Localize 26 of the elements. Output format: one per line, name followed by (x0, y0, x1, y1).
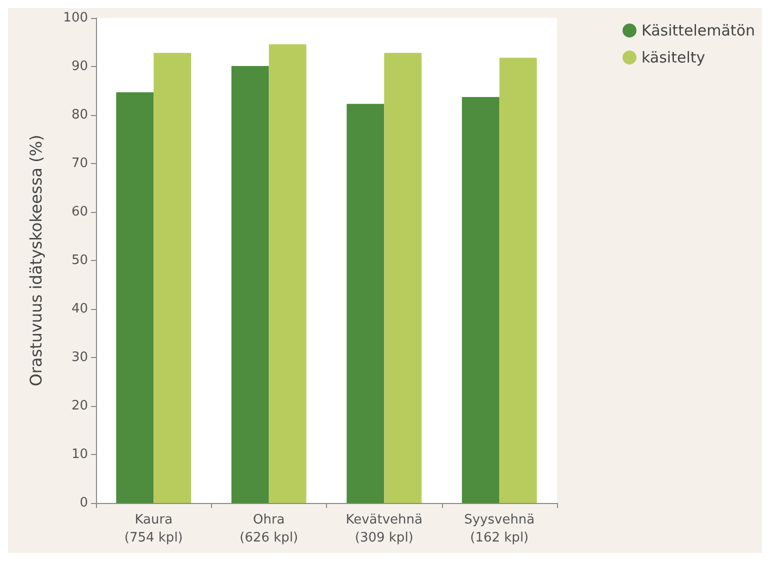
y-tick-label: 40 (71, 302, 88, 316)
bar (231, 66, 269, 503)
y-tick-label: 20 (71, 398, 88, 414)
bar (346, 104, 384, 503)
y-tick-label: 100 (63, 10, 88, 26)
y-axis-title: Orastuvuus idätyskokeessa (%) (26, 134, 46, 386)
bar (462, 97, 500, 503)
y-tick-label: 60 (71, 204, 88, 220)
bar (154, 52, 192, 503)
y-tick-label: 90 (71, 59, 88, 74)
x-tick-label: Kaura (754 kpl) (124, 512, 183, 546)
x-tick-label: Ohra (626 kpl) (240, 512, 298, 546)
bar (268, 44, 306, 503)
x-tick-label: Syysvehnä (162 kpl) (464, 512, 535, 546)
legend-label: käsitelty (641, 48, 706, 66)
bar (116, 92, 154, 503)
y-tick-label: 80 (71, 108, 88, 122)
bar (384, 52, 422, 503)
bar (499, 58, 537, 503)
y-tick-label: 0 (80, 496, 88, 510)
y-tick-label: 10 (71, 447, 88, 462)
y-tick-label: 70 (71, 156, 88, 171)
y-tick-label: 50 (71, 253, 88, 268)
x-tick-label: Kevätvehnä (309 kpl) (346, 512, 423, 546)
y-tick-label: 30 (71, 350, 88, 365)
legend-label: Käsittelemätön (641, 22, 756, 40)
